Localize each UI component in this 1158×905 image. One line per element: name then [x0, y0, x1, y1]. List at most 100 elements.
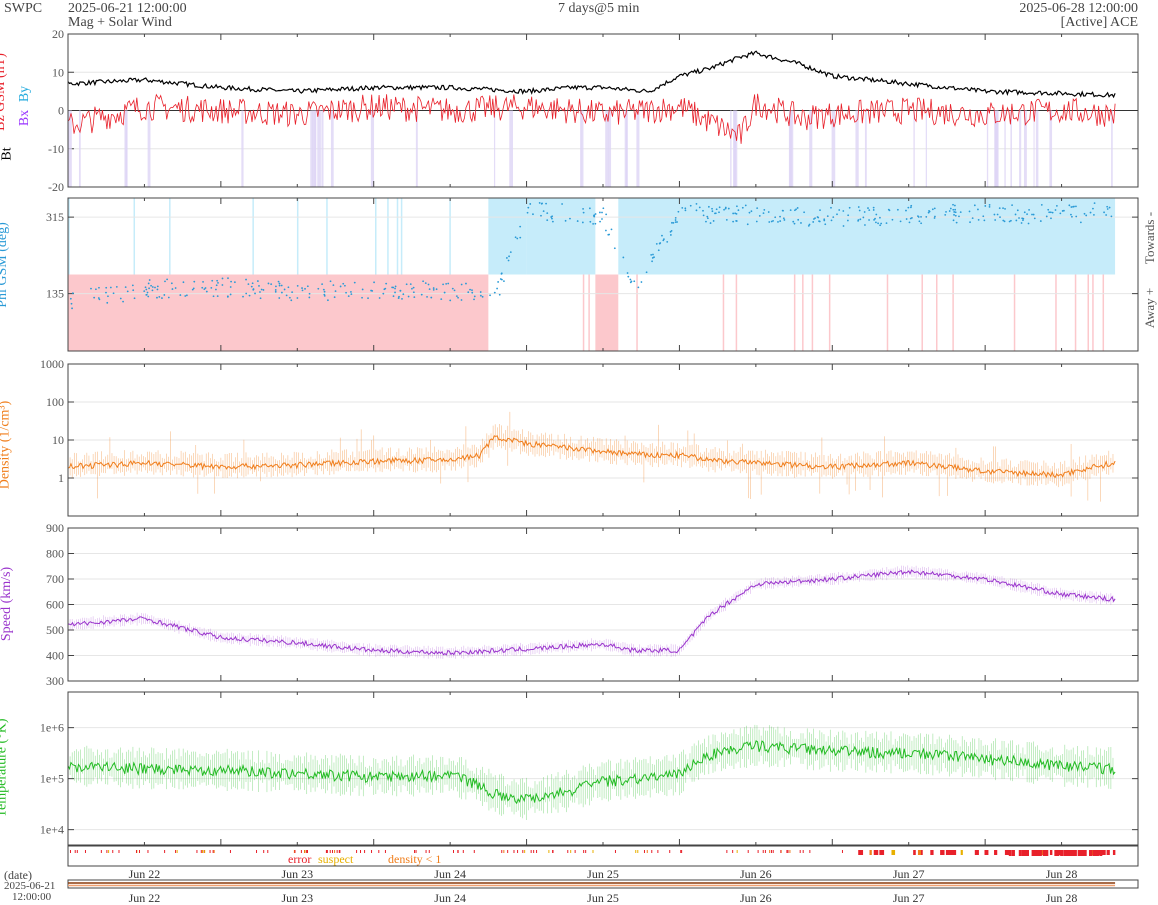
flag-mark: [74, 850, 76, 853]
phi-point: [605, 229, 607, 232]
flag-mark: [76, 850, 78, 853]
phi-point: [750, 210, 753, 213]
phi-point: [151, 286, 154, 288]
phi-point: [443, 291, 446, 294]
phi-point: [347, 295, 350, 298]
flag-mark: [869, 850, 872, 855]
mag-south-band: [1010, 110, 1012, 187]
phi-point: [402, 293, 405, 296]
phi-point: [1032, 213, 1035, 216]
flag-mark: [789, 850, 791, 853]
phi-point: [779, 220, 782, 222]
flag-mark: [1025, 850, 1029, 856]
phi-spike: [582, 274, 585, 351]
phi-spike: [449, 198, 451, 275]
flag-mark: [517, 850, 519, 853]
phi-point: [551, 215, 554, 218]
phi-point: [996, 213, 999, 216]
phi-point: [551, 220, 554, 223]
phi-spike: [387, 198, 389, 275]
phi-point: [148, 279, 151, 281]
flag-mark: [1004, 850, 1010, 855]
phi-point: [540, 202, 543, 205]
phi-point: [880, 222, 883, 225]
phi-point: [519, 225, 522, 228]
phi-point: [260, 288, 263, 291]
phi-point: [1002, 207, 1004, 210]
phi-point: [705, 220, 707, 223]
phi-point: [215, 288, 217, 291]
phi-point: [245, 278, 247, 281]
phi-point: [499, 278, 502, 280]
phi-point: [322, 288, 325, 291]
phi-point: [161, 297, 163, 299]
phi-point: [702, 209, 704, 212]
phi-point: [661, 234, 663, 237]
phi-point: [1103, 211, 1105, 214]
mag-south-band: [68, 110, 72, 187]
phi-point: [132, 289, 135, 292]
phi-point: [613, 247, 616, 250]
phi-point: [493, 291, 496, 294]
mag-south-band: [580, 110, 584, 187]
phi-point: [907, 206, 910, 209]
phi-point: [949, 207, 952, 210]
phi-point: [953, 204, 956, 207]
flag-mark: [769, 850, 771, 853]
phi-point: [674, 221, 677, 224]
phi-point: [306, 285, 309, 288]
flag-mark: [473, 850, 475, 853]
phi-point: [278, 297, 281, 299]
phi-point: [994, 219, 997, 221]
mag-south-band: [831, 110, 836, 187]
phi-point: [233, 281, 236, 284]
mag-south-band: [733, 110, 736, 187]
phi-point: [581, 221, 584, 224]
phi-point: [256, 280, 259, 282]
flag-mark: [1060, 850, 1064, 856]
phi-point: [540, 214, 542, 217]
mag-south-band: [317, 110, 321, 187]
phi-point: [216, 279, 219, 282]
phi-point: [795, 208, 797, 211]
phi-point: [896, 208, 899, 211]
phi-point: [409, 283, 412, 286]
flag-mark: [736, 850, 738, 853]
phi-point: [918, 220, 921, 223]
flag-mark: [799, 850, 801, 853]
flag-mark: [84, 850, 86, 853]
phi-point: [982, 215, 985, 218]
phi-point: [449, 299, 452, 302]
phi-point: [746, 223, 749, 226]
phi-point: [394, 287, 396, 290]
flag-mark: [69, 850, 71, 853]
flag-mark: [229, 850, 231, 853]
phi-point: [707, 205, 710, 208]
phi-point: [498, 293, 501, 296]
x-tick-label: Jun 27: [893, 867, 925, 881]
phi-point: [601, 211, 603, 214]
phi-spike: [588, 274, 590, 351]
flag-mark: [637, 850, 639, 853]
phi-point: [779, 215, 781, 218]
flag-mark: [204, 850, 206, 853]
mag-south-band: [789, 110, 794, 187]
phi-point: [832, 216, 835, 219]
flag-mark: [1079, 850, 1083, 856]
flag-mark: [1008, 850, 1012, 856]
phi-point: [657, 249, 660, 252]
phi-point: [542, 210, 545, 213]
phi-spike: [811, 274, 814, 351]
phi-point: [857, 219, 860, 221]
phi-point: [651, 260, 653, 263]
mag-south-band: [809, 110, 813, 187]
phi-point: [394, 285, 397, 288]
flag-mark: [1106, 850, 1110, 855]
phi-point: [714, 212, 717, 215]
phi-point: [526, 211, 529, 214]
phi-point: [689, 204, 692, 207]
phi-point: [119, 297, 122, 300]
phi-point: [593, 215, 596, 218]
phi-point: [131, 284, 134, 287]
flag-mark: [378, 850, 380, 853]
